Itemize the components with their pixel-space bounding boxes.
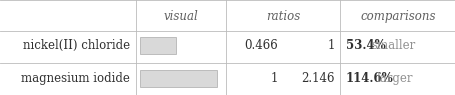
Text: magnesium iodide: magnesium iodide [21, 72, 130, 85]
Text: 1: 1 [270, 72, 278, 85]
Text: comparisons: comparisons [360, 10, 435, 23]
Text: 114.6%: 114.6% [345, 72, 393, 85]
Text: 0.466: 0.466 [244, 39, 278, 52]
Text: larger: larger [376, 72, 413, 85]
Bar [140, 70, 216, 87]
Text: 2.146: 2.146 [301, 72, 334, 85]
Text: 1: 1 [327, 39, 334, 52]
Bar [140, 37, 176, 54]
Text: ratios: ratios [266, 10, 300, 23]
Text: nickel(II) chloride: nickel(II) chloride [23, 39, 130, 52]
Text: smaller: smaller [371, 39, 415, 52]
Text: visual: visual [163, 10, 198, 23]
Text: 53.4%: 53.4% [345, 39, 384, 52]
